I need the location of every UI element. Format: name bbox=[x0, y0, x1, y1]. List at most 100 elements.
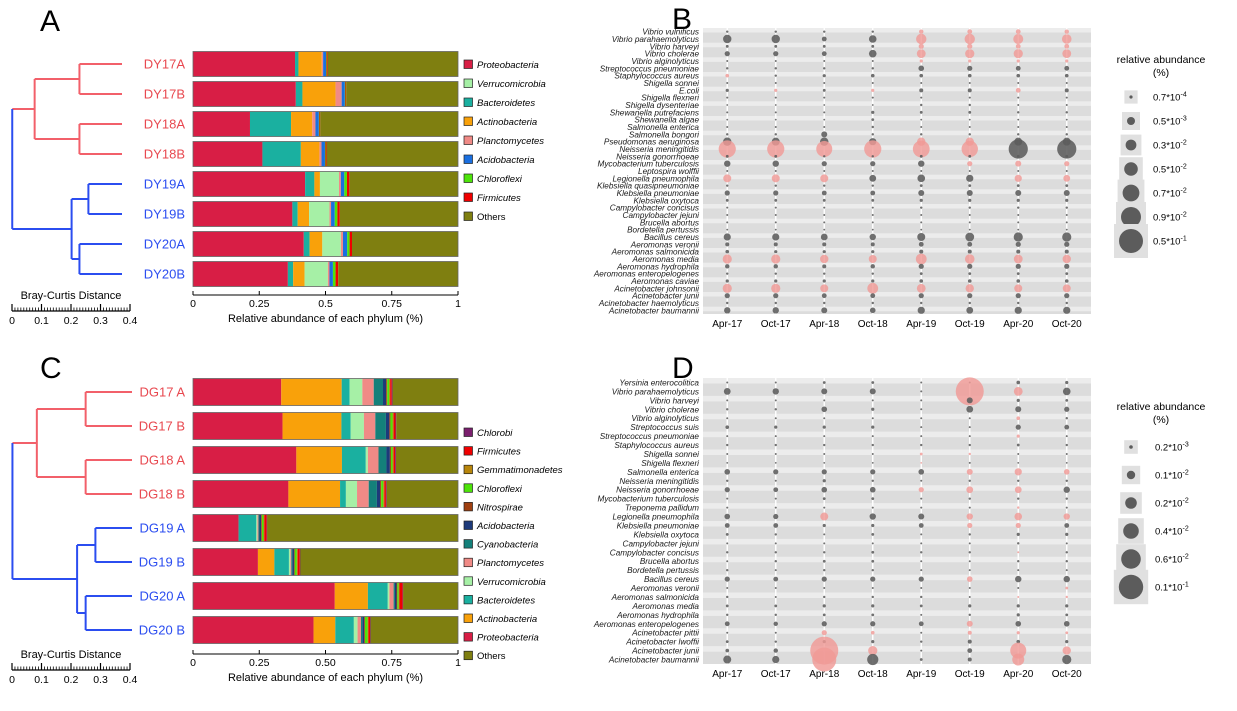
bubble bbox=[823, 228, 826, 231]
bubble bbox=[1017, 301, 1020, 305]
bubble bbox=[871, 587, 874, 590]
bubble bbox=[726, 595, 729, 599]
bubble bbox=[871, 110, 875, 114]
bubble bbox=[724, 576, 730, 582]
dendrogram-leaf-label: DY19A bbox=[144, 177, 186, 192]
bubble bbox=[724, 469, 731, 475]
bubble bbox=[968, 126, 971, 128]
bubble bbox=[968, 154, 972, 158]
bubble bbox=[966, 513, 973, 520]
bubble bbox=[822, 264, 827, 269]
bubble bbox=[821, 621, 827, 627]
bar-segment bbox=[326, 141, 458, 167]
species-label: Mycobacterium tuberculosis bbox=[598, 160, 699, 169]
bubble bbox=[967, 65, 973, 71]
bar-segment bbox=[381, 480, 384, 508]
bubble bbox=[920, 126, 923, 128]
bubble bbox=[968, 214, 971, 216]
bubble bbox=[821, 307, 828, 314]
bubble bbox=[1015, 406, 1022, 413]
bubble bbox=[871, 67, 874, 70]
bubble bbox=[1063, 620, 1070, 627]
species-label: Acinetobacter haemolyticus bbox=[598, 299, 699, 308]
bubble bbox=[773, 190, 779, 196]
bubble bbox=[1064, 161, 1070, 167]
species-label: Bordetella pertussis bbox=[627, 566, 699, 575]
bubble bbox=[774, 104, 777, 106]
bubble bbox=[772, 160, 779, 167]
bubble bbox=[919, 73, 924, 78]
bubble bbox=[726, 104, 729, 106]
bubble bbox=[967, 29, 973, 35]
bar-segment bbox=[341, 378, 350, 406]
bubble bbox=[822, 88, 826, 92]
bubble bbox=[968, 479, 971, 482]
bar-segment bbox=[293, 548, 295, 576]
bar-outline bbox=[192, 616, 459, 644]
bubble bbox=[774, 301, 777, 305]
species-label: Acinetobacter junii bbox=[631, 647, 699, 656]
species-label: Acinetobacter baumannii bbox=[608, 656, 699, 665]
bubble bbox=[1065, 604, 1069, 608]
bar-segment bbox=[370, 616, 371, 644]
species-label: E.coli bbox=[679, 86, 699, 95]
bar-segment bbox=[364, 616, 365, 644]
bubble bbox=[821, 406, 828, 413]
bubble bbox=[1062, 232, 1072, 242]
legend-label: Planctomycetes bbox=[477, 136, 544, 147]
species-label: Bordetella pertussis bbox=[627, 226, 699, 235]
bubble bbox=[1064, 73, 1069, 78]
bar-segment bbox=[364, 616, 368, 644]
bubble bbox=[771, 283, 781, 293]
bubble bbox=[724, 307, 731, 314]
bubble bbox=[821, 469, 827, 475]
bar-segment bbox=[380, 480, 382, 508]
bubble bbox=[1065, 479, 1068, 482]
species-label: Acinetobacter junii bbox=[631, 292, 699, 301]
bar-axis: 0 0.25 0.5 0.75 1 bbox=[190, 291, 461, 310]
bar-segment bbox=[395, 412, 397, 440]
bubble bbox=[918, 65, 925, 72]
species-label: Yersinia enterocolitica bbox=[619, 378, 699, 387]
bubble bbox=[726, 542, 729, 545]
bubble bbox=[1017, 111, 1020, 114]
size-legend-bubble bbox=[1121, 207, 1141, 227]
bar-segment bbox=[296, 548, 298, 576]
bubble bbox=[1064, 29, 1069, 34]
bubble bbox=[1063, 513, 1070, 520]
bar-segment bbox=[389, 378, 391, 406]
legend-swatch bbox=[463, 502, 473, 512]
bubble bbox=[968, 604, 972, 608]
bubble bbox=[822, 497, 826, 501]
bar-segment bbox=[391, 378, 393, 406]
bubble bbox=[869, 307, 876, 314]
bubble bbox=[718, 140, 736, 158]
bubble bbox=[1013, 34, 1024, 44]
bubble bbox=[773, 487, 779, 493]
bar-segment bbox=[390, 446, 393, 474]
bubble bbox=[920, 417, 923, 420]
species-label: Vibrio parahaemolyticus bbox=[612, 35, 699, 44]
bubble bbox=[1065, 272, 1069, 276]
bar-segment bbox=[386, 378, 388, 406]
bubble bbox=[868, 645, 878, 656]
bubble bbox=[871, 104, 874, 106]
bubble bbox=[916, 283, 926, 293]
svg-text:0.75: 0.75 bbox=[382, 298, 403, 310]
bubble bbox=[812, 647, 837, 672]
bubble bbox=[724, 513, 731, 520]
bubbles bbox=[723, 377, 1072, 672]
bar-outline bbox=[192, 141, 459, 167]
species-label: Salmonella bongori bbox=[629, 130, 699, 139]
bubble bbox=[726, 170, 729, 172]
bubble bbox=[1063, 306, 1071, 314]
panel-b-letter: B bbox=[672, 3, 693, 36]
species-label: Shewanella algae bbox=[634, 116, 699, 125]
species-label: Vibrio alginolyticus bbox=[631, 414, 699, 423]
species-label: Campylobacter concisus bbox=[610, 204, 699, 213]
dendrogram-leaf-label: DY17A bbox=[144, 57, 186, 72]
bar-segment bbox=[349, 231, 352, 257]
bubble bbox=[1064, 249, 1069, 254]
bubble bbox=[920, 631, 923, 634]
